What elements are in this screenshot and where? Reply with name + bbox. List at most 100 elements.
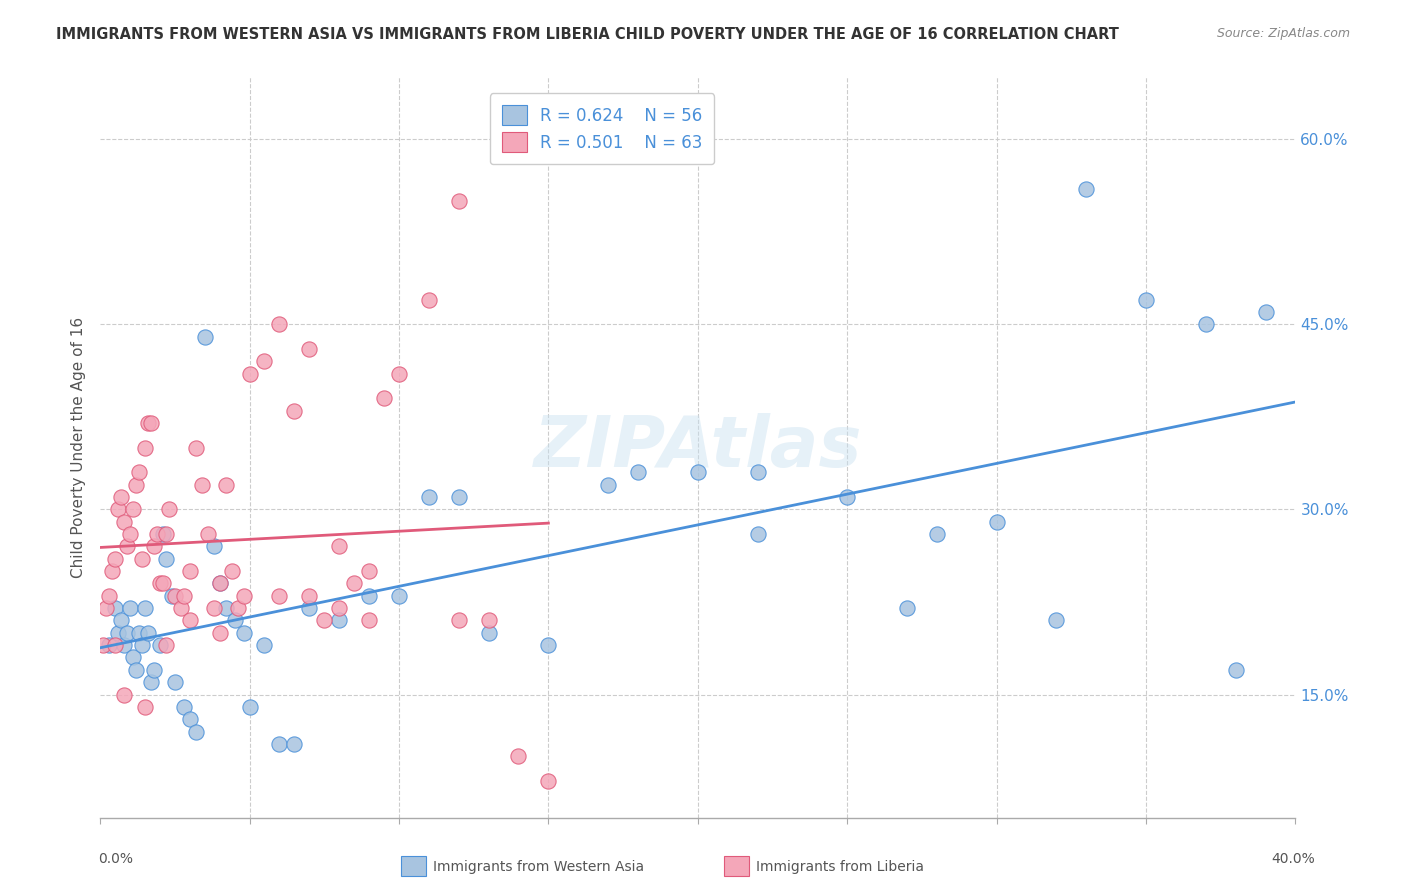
Point <box>98 638 121 652</box>
Point <box>122 502 145 516</box>
Point <box>478 625 501 640</box>
Point <box>110 614 132 628</box>
Point <box>1135 293 1157 307</box>
Point <box>125 477 148 491</box>
Point <box>139 416 162 430</box>
Point <box>686 466 709 480</box>
Point <box>142 663 165 677</box>
Point <box>359 614 381 628</box>
Y-axis label: Child Poverty Under the Age of 16: Child Poverty Under the Age of 16 <box>72 318 86 578</box>
Point <box>1195 318 1218 332</box>
Point <box>747 466 769 480</box>
Point <box>136 625 159 640</box>
Point <box>104 551 127 566</box>
Point <box>197 527 219 541</box>
Point <box>269 737 291 751</box>
Point <box>238 367 260 381</box>
Point <box>142 540 165 554</box>
Text: Immigrants from Liberia: Immigrants from Liberia <box>756 860 924 874</box>
Point <box>359 564 381 578</box>
Point <box>118 601 141 615</box>
Point <box>418 490 440 504</box>
Point <box>110 490 132 504</box>
Point <box>925 527 948 541</box>
Point <box>152 527 174 541</box>
Point <box>328 540 350 554</box>
Text: Source: ZipAtlas.com: Source: ZipAtlas.com <box>1216 27 1350 40</box>
Point <box>149 638 172 652</box>
Point <box>221 564 243 578</box>
Point <box>190 477 212 491</box>
Point <box>208 576 231 591</box>
Point <box>1076 181 1098 195</box>
Point <box>131 551 153 566</box>
Point <box>112 515 135 529</box>
Point <box>152 576 174 591</box>
Point <box>128 625 150 640</box>
Point <box>269 318 291 332</box>
Point <box>125 663 148 677</box>
Point <box>170 601 193 615</box>
Point <box>214 477 236 491</box>
Point <box>343 576 366 591</box>
Point <box>112 638 135 652</box>
Point <box>283 737 305 751</box>
Text: 0.0%: 0.0% <box>98 852 134 865</box>
Point <box>328 614 350 628</box>
Point <box>508 749 530 764</box>
Text: Immigrants from Western Asia: Immigrants from Western Asia <box>433 860 644 874</box>
Point <box>388 367 411 381</box>
Point <box>253 638 276 652</box>
Point <box>173 699 195 714</box>
Point <box>537 773 560 788</box>
Point <box>1254 305 1277 319</box>
Point <box>131 638 153 652</box>
Point <box>214 601 236 615</box>
Point <box>184 724 207 739</box>
Point <box>101 564 124 578</box>
Point <box>269 589 291 603</box>
Point <box>179 614 201 628</box>
Point <box>1045 614 1067 628</box>
Point <box>537 638 560 652</box>
Point <box>447 194 470 208</box>
Point <box>118 527 141 541</box>
Point <box>194 329 217 343</box>
Point <box>163 589 186 603</box>
Point <box>224 614 246 628</box>
Text: 40.0%: 40.0% <box>1271 852 1315 865</box>
Point <box>896 601 918 615</box>
Point <box>134 441 156 455</box>
Point <box>627 466 650 480</box>
Text: IMMIGRANTS FROM WESTERN ASIA VS IMMIGRANTS FROM LIBERIA CHILD POVERTY UNDER THE : IMMIGRANTS FROM WESTERN ASIA VS IMMIGRAN… <box>56 27 1119 42</box>
Point <box>134 601 156 615</box>
Point <box>232 589 254 603</box>
Point <box>104 638 127 652</box>
Point <box>232 625 254 640</box>
Point <box>418 293 440 307</box>
Point <box>128 466 150 480</box>
Point <box>157 502 180 516</box>
Point <box>447 614 470 628</box>
Point <box>163 675 186 690</box>
Point <box>447 490 470 504</box>
Point <box>986 515 1008 529</box>
Point <box>1225 663 1247 677</box>
Point <box>328 601 350 615</box>
Point <box>155 527 177 541</box>
Point <box>134 699 156 714</box>
Point <box>91 638 114 652</box>
Point <box>202 540 225 554</box>
Point <box>388 589 411 603</box>
Point <box>747 527 769 541</box>
Point <box>122 650 145 665</box>
Point <box>155 638 177 652</box>
Legend: R = 0.624    N = 56, R = 0.501    N = 63: R = 0.624 N = 56, R = 0.501 N = 63 <box>491 93 714 164</box>
Point <box>149 576 172 591</box>
Point <box>283 403 305 417</box>
Point <box>314 614 336 628</box>
Point <box>107 502 129 516</box>
Point <box>104 601 127 615</box>
Point <box>155 551 177 566</box>
Point <box>112 688 135 702</box>
